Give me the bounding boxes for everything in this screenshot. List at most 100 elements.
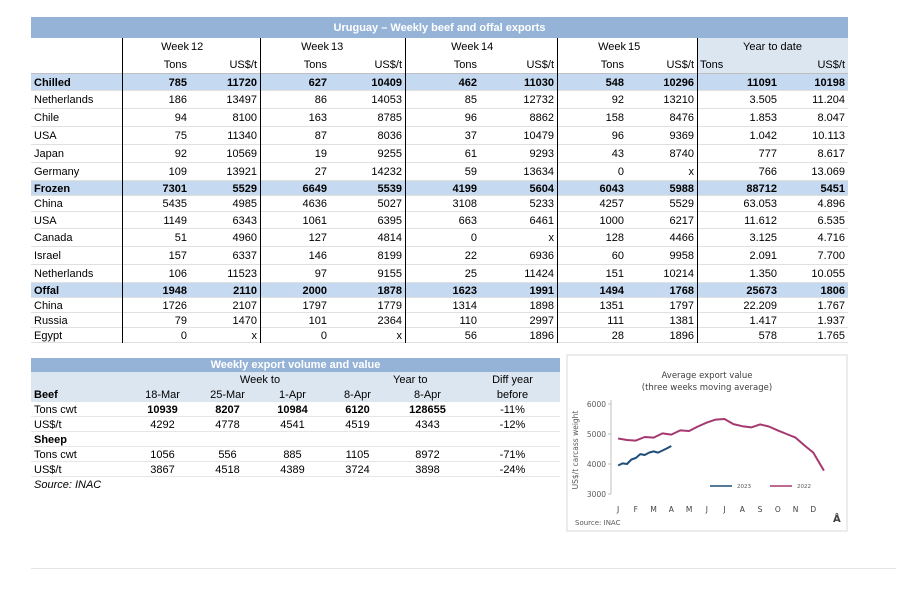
- table-cell: x: [396, 329, 403, 342]
- row-label: Tons cwt: [34, 448, 77, 461]
- table-cell: 0: [617, 166, 624, 178]
- table-cell: 1991: [529, 284, 554, 297]
- x-tick-label: J: [616, 505, 619, 514]
- row-rule: [31, 297, 848, 298]
- corner-mark: Å: [833, 512, 841, 525]
- table-cell: 4466: [669, 232, 694, 244]
- table-cell: 8100: [232, 112, 257, 124]
- unit-header: US$/t: [526, 59, 554, 71]
- table-cell: 1806: [820, 284, 845, 297]
- table-cell: 1351: [599, 299, 624, 312]
- table-cell: 8207: [215, 403, 240, 416]
- table-cell: 3.505: [749, 94, 777, 106]
- table-cell: 9293: [529, 148, 554, 160]
- table-cell: 127: [308, 232, 327, 244]
- table-cell: 6936: [529, 250, 554, 262]
- row-label: USA: [34, 214, 57, 227]
- table-cell: 37: [464, 130, 477, 142]
- table-cell: 4199: [452, 182, 477, 195]
- weekly-title-bar: [31, 358, 560, 372]
- table-cell: 548: [605, 76, 624, 89]
- table-cell: 5529: [232, 182, 257, 195]
- table-cell: 2107: [232, 299, 257, 312]
- table-cell: 10984: [277, 403, 308, 416]
- table-cell: 1726: [162, 299, 187, 312]
- table-cell: 1061: [302, 214, 327, 227]
- row-rule: [31, 144, 848, 145]
- row-rule: [31, 476, 560, 477]
- year-to-header: Year to: [393, 373, 428, 386]
- row-label: Netherlands: [34, 94, 94, 106]
- week-label: Week: [161, 41, 189, 53]
- table-cell: 4519: [345, 418, 370, 431]
- row-label: Chile: [34, 112, 60, 124]
- table-cell: 10939: [147, 403, 178, 416]
- section-row-bg: [31, 181, 848, 196]
- table-cell: 1056: [150, 448, 175, 461]
- table-cell: 578: [758, 329, 777, 342]
- table-cell: 56: [464, 329, 477, 342]
- table-cell: 4985: [232, 198, 257, 210]
- table-cell: 61: [464, 148, 477, 160]
- week-number: 13: [331, 41, 344, 53]
- table-cell: 1768: [669, 284, 694, 297]
- table-cell: 1.350: [749, 268, 777, 280]
- column-header: 18-Mar: [145, 388, 180, 401]
- x-tick-label: M: [686, 505, 692, 514]
- table-cell: 13497: [226, 94, 257, 106]
- table-cell: 3867: [150, 463, 175, 476]
- section-row-bg: [31, 283, 848, 298]
- table-cell: 128: [605, 232, 624, 244]
- table-cell: 10214: [663, 268, 694, 280]
- table-cell: 87: [314, 130, 327, 142]
- legend-label: 2022: [797, 484, 811, 490]
- table-cell: 92: [174, 148, 187, 160]
- table-cell: 10479: [523, 130, 554, 142]
- table-cell: 10.055: [811, 268, 845, 280]
- row-label: Netherlands: [34, 268, 94, 280]
- table-cell: 10569: [226, 148, 257, 160]
- table-cell: 12732: [523, 94, 554, 106]
- table-cell: 6337: [232, 250, 257, 262]
- table-cell: 60: [611, 250, 624, 262]
- table-cell: x: [688, 166, 695, 178]
- table-cell: -12%: [499, 418, 526, 431]
- chart-source: Source: INAC: [575, 519, 621, 527]
- chart-title: Average export value: [661, 371, 752, 381]
- table-cell: 186: [168, 94, 187, 106]
- column-rule: [260, 38, 261, 343]
- table-cell: 128655: [409, 403, 446, 416]
- week-number: 12: [191, 41, 204, 53]
- column-header: 8-Apr: [414, 388, 441, 401]
- table-cell: 25: [464, 268, 477, 280]
- header-rule: [31, 73, 848, 74]
- table-cell: 1.417: [749, 314, 777, 327]
- row-rule: [31, 342, 848, 343]
- table-cell: 4541: [280, 418, 305, 431]
- table-cell: 11340: [227, 130, 257, 142]
- x-tick-label: J: [722, 505, 725, 514]
- chart-subtitle: (three weeks moving average): [642, 383, 772, 393]
- row-rule: [31, 416, 560, 417]
- ytd-header-bg: [697, 38, 848, 74]
- table-cell: 9155: [377, 268, 402, 280]
- table-cell: 1896: [669, 329, 694, 342]
- table-cell: 6120: [345, 403, 370, 416]
- table-cell: 8476: [669, 112, 694, 124]
- table-title: Uruguay – Weekly beef and offal exports: [333, 21, 546, 34]
- table-cell: 8740: [669, 148, 694, 160]
- table-cell: 8862: [529, 112, 554, 124]
- table-cell: 1470: [232, 314, 257, 327]
- table-cell: 10198: [814, 76, 845, 89]
- table-cell: 63.053: [743, 198, 777, 210]
- table-cell: 13210: [663, 94, 694, 106]
- table-cell: 94: [174, 112, 187, 124]
- row-label: Canada: [34, 232, 73, 244]
- table-cell: 0: [180, 329, 187, 342]
- column-header: 1-Apr: [279, 388, 306, 401]
- table-cell: 556: [218, 448, 237, 461]
- section-label: Beef: [34, 388, 58, 401]
- table-cell: 27: [314, 166, 327, 178]
- table-cell: 777: [758, 148, 777, 160]
